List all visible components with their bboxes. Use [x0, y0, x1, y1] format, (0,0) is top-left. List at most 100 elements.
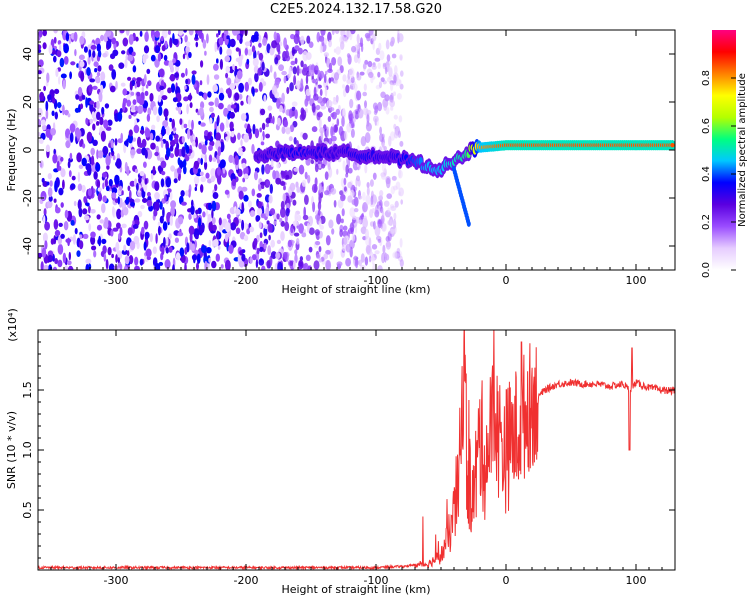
noise-speckle: [308, 246, 313, 253]
noise-speckle: [110, 139, 114, 149]
noise-speckle: [202, 39, 207, 49]
noise-speckle: [367, 60, 373, 68]
noise-speckle: [168, 233, 172, 240]
noise-speckle: [125, 196, 129, 205]
noise-speckle: [62, 252, 67, 264]
noise-speckle: [161, 44, 166, 52]
noise-speckle: [144, 90, 149, 97]
noise-speckle: [38, 118, 42, 128]
x-tick-label: -100: [364, 574, 389, 587]
noise-speckle: [108, 263, 115, 270]
noise-speckle: [238, 93, 243, 100]
noise-speckle: [377, 219, 382, 229]
noise-speckle: [207, 213, 212, 223]
noise-speckle: [393, 250, 397, 260]
signal-band-core: [670, 143, 675, 148]
noise-speckle: [79, 103, 84, 110]
noise-speckle: [212, 84, 218, 92]
noise-speckle: [198, 30, 203, 39]
noise-speckle: [300, 78, 304, 89]
noise-speckle: [360, 136, 367, 147]
noise-speckle: [211, 217, 216, 225]
noise-speckle: [208, 239, 212, 247]
noise-speckle: [283, 119, 289, 128]
noise-speckle: [129, 240, 136, 251]
noise-speckle: [258, 82, 263, 92]
noise-speckle: [316, 31, 321, 43]
noise-speckle: [315, 214, 321, 221]
noise-speckle: [112, 49, 119, 57]
noise-speckle: [211, 260, 217, 269]
noise-speckle: [280, 200, 285, 210]
noise-speckle: [298, 47, 303, 55]
noise-speckle: [240, 139, 243, 147]
noise-speckle: [327, 163, 331, 171]
noise-speckle: [264, 163, 271, 175]
noise-speckle: [304, 194, 309, 205]
noise-speckle: [335, 46, 341, 55]
noise-speckle: [262, 81, 267, 87]
noise-speckle: [328, 138, 333, 145]
y-scale-label: (x10⁴): [6, 308, 19, 342]
noise-speckle: [265, 123, 269, 128]
x-tick-label: 0: [503, 274, 510, 287]
noise-speckle: [280, 220, 285, 227]
noise-speckle: [71, 175, 76, 181]
noise-speckle: [163, 60, 170, 66]
noise-speckle: [57, 102, 62, 109]
noise-speckle: [53, 30, 58, 34]
noise-speckle: [241, 186, 248, 192]
noise-speckle: [183, 30, 187, 33]
noise-speckle: [169, 153, 174, 159]
noise-speckle: [104, 216, 109, 226]
noise-speckle: [146, 191, 151, 197]
noise-speckle: [70, 183, 76, 190]
noise-speckle: [328, 39, 332, 48]
noise-speckle: [208, 154, 213, 163]
noise-speckle: [38, 30, 43, 38]
noise-speckle: [139, 170, 145, 177]
noise-speckle: [284, 221, 290, 232]
noise-speckle: [79, 60, 85, 68]
noise-speckle: [82, 233, 89, 239]
noise-speckle: [276, 98, 281, 109]
y-tick-label: 1.5: [21, 381, 34, 399]
noise-speckle: [359, 71, 365, 76]
noise-speckle: [41, 247, 47, 258]
noise-speckle: [187, 128, 191, 140]
noise-speckle: [173, 127, 177, 132]
noise-speckle: [240, 100, 244, 106]
noise-speckle: [301, 232, 307, 238]
y-tick-label: 40: [21, 47, 34, 61]
noise-speckle: [136, 91, 141, 97]
noise-speckle: [162, 207, 165, 218]
noise-speckle: [236, 103, 240, 113]
noise-speckle: [206, 74, 210, 86]
noise-speckle: [44, 240, 48, 250]
noise-speckle: [243, 235, 249, 242]
noise-speckle: [38, 44, 42, 50]
noise-speckle: [220, 264, 224, 269]
noise-speckle: [366, 34, 371, 42]
noise-speckle: [217, 245, 221, 250]
noise-speckle: [335, 108, 340, 115]
noise-speckle: [117, 257, 121, 264]
noise-speckle: [397, 130, 401, 138]
noise-speckle: [112, 154, 116, 161]
noise-speckle: [351, 233, 355, 242]
noise-speckle: [372, 263, 377, 270]
noise-speckle: [188, 51, 192, 59]
noise-speckle: [65, 32, 70, 42]
noise-speckle: [276, 162, 281, 169]
noise-speckle: [181, 146, 186, 158]
noise-speckle: [261, 122, 266, 131]
noise-speckle: [204, 161, 208, 170]
noise-speckle: [273, 31, 277, 41]
noise-speckle: [335, 94, 339, 103]
noise-speckle: [225, 72, 229, 79]
noise-speckle: [60, 168, 66, 178]
noise-speckle: [226, 77, 232, 86]
noise-speckle: [260, 141, 265, 146]
noise-speckle: [364, 100, 367, 109]
noise-speckle: [176, 142, 180, 150]
